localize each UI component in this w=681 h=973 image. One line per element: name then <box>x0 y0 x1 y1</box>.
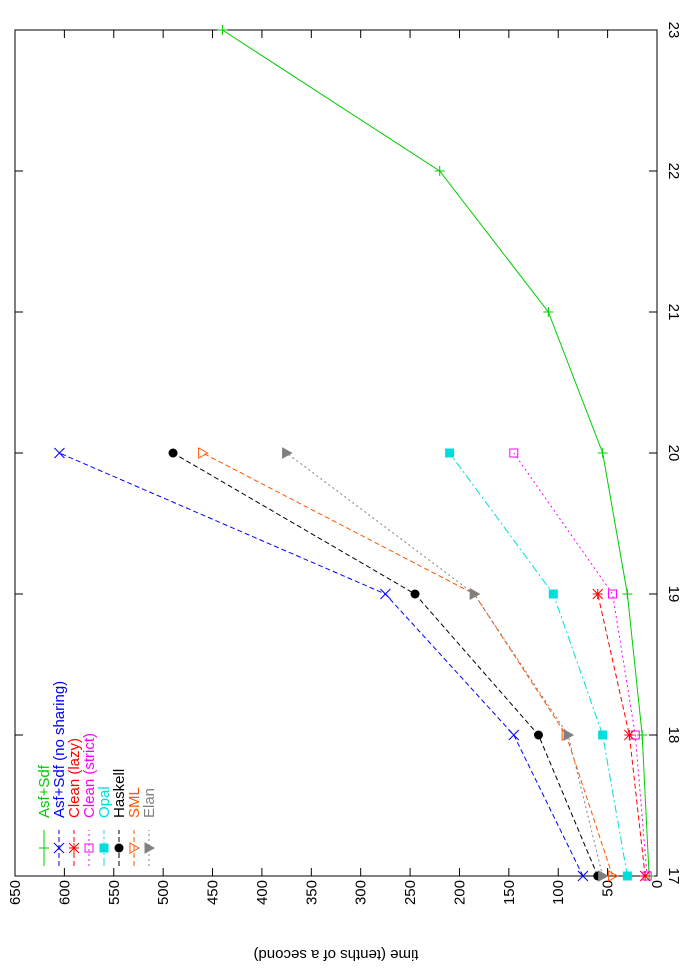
x-tick-label: 22 <box>665 163 681 180</box>
legend-label: Elan <box>141 788 158 818</box>
data-point <box>380 588 391 600</box>
data-point <box>282 447 293 459</box>
value-tick-label: 450 <box>205 880 222 905</box>
data-point <box>410 589 420 599</box>
value-tick-label: 500 <box>155 880 172 905</box>
data-point <box>622 589 633 599</box>
legend-label: Opal <box>96 786 113 818</box>
legend-marker <box>39 843 49 853</box>
series-markers <box>54 25 655 882</box>
value-tick-label: 550 <box>106 880 123 905</box>
data-point <box>592 588 604 600</box>
legend-marker <box>68 842 80 854</box>
legend-label: Clean (strict) <box>81 733 98 818</box>
series-line-3 <box>513 452 648 877</box>
value-tick-label: 350 <box>303 880 320 905</box>
data-point <box>54 447 65 459</box>
data-point <box>543 307 554 317</box>
legend-label: Asf+Sdf (no sharing) <box>51 681 68 818</box>
legend-marker <box>114 843 124 853</box>
data-point <box>533 730 543 740</box>
value-tick-label: 650 <box>7 880 24 905</box>
value-tick-label: 100 <box>550 880 567 905</box>
value-tick-label: 400 <box>254 880 271 905</box>
y-axis-title: time (tenths of a second) <box>253 946 418 963</box>
legend-marker <box>84 843 94 853</box>
series-line-4 <box>449 452 628 877</box>
legend-marker <box>129 842 141 854</box>
data-point <box>563 729 575 741</box>
value-tick-label: 50 <box>600 880 617 897</box>
data-point <box>198 447 209 459</box>
data-point <box>630 730 640 740</box>
x-tick-label: 20 <box>665 445 681 462</box>
value-tick-label: 600 <box>56 880 73 905</box>
data-point <box>168 448 178 458</box>
data-point <box>623 729 635 741</box>
data-point <box>217 25 228 35</box>
legend-marker <box>53 842 65 854</box>
x-tick-label: 21 <box>665 304 681 321</box>
x-tick-label: 18 <box>665 727 681 744</box>
value-tick-label: 200 <box>451 880 468 905</box>
legend-label: Haskell <box>111 769 128 818</box>
legend-label: SML <box>126 787 143 818</box>
x-tick-label: 19 <box>665 586 681 603</box>
data-point <box>642 871 652 881</box>
data-point <box>548 589 558 599</box>
data-point <box>598 870 609 882</box>
series-line-5 <box>172 452 599 877</box>
x-tick-label: 17 <box>665 868 681 885</box>
x-tick-label: 23 <box>665 22 681 39</box>
series-line-1 <box>59 452 584 877</box>
data-point <box>577 870 589 882</box>
legend-marker <box>144 842 156 854</box>
value-tick-label: 250 <box>402 880 419 905</box>
legend-label: Asf+Sdf <box>36 764 53 818</box>
value-tick-label: 300 <box>353 880 370 905</box>
data-point <box>509 448 519 458</box>
data-point <box>639 870 651 882</box>
legend-marker <box>99 843 109 853</box>
series-line-6 <box>202 452 614 877</box>
plot-frame <box>14 29 658 877</box>
data-point <box>597 448 608 458</box>
value-tick-label: 0 <box>649 880 666 888</box>
legend-label: Clean (lazy) <box>66 738 83 818</box>
data-point <box>434 166 445 176</box>
series-line-7 <box>286 452 604 877</box>
series-lines <box>59 29 650 877</box>
data-point <box>469 588 481 600</box>
data-point <box>445 448 455 458</box>
data-point <box>608 589 618 599</box>
data-point <box>622 871 632 881</box>
data-point <box>598 730 608 740</box>
value-tick-label: 150 <box>501 880 518 905</box>
axis-tick-labels: 0 50 100 150 200 250 300 350 400 450 500 550 600 650 1… <box>7 22 681 905</box>
data-point <box>508 729 520 741</box>
axis-ticks <box>14 29 658 877</box>
